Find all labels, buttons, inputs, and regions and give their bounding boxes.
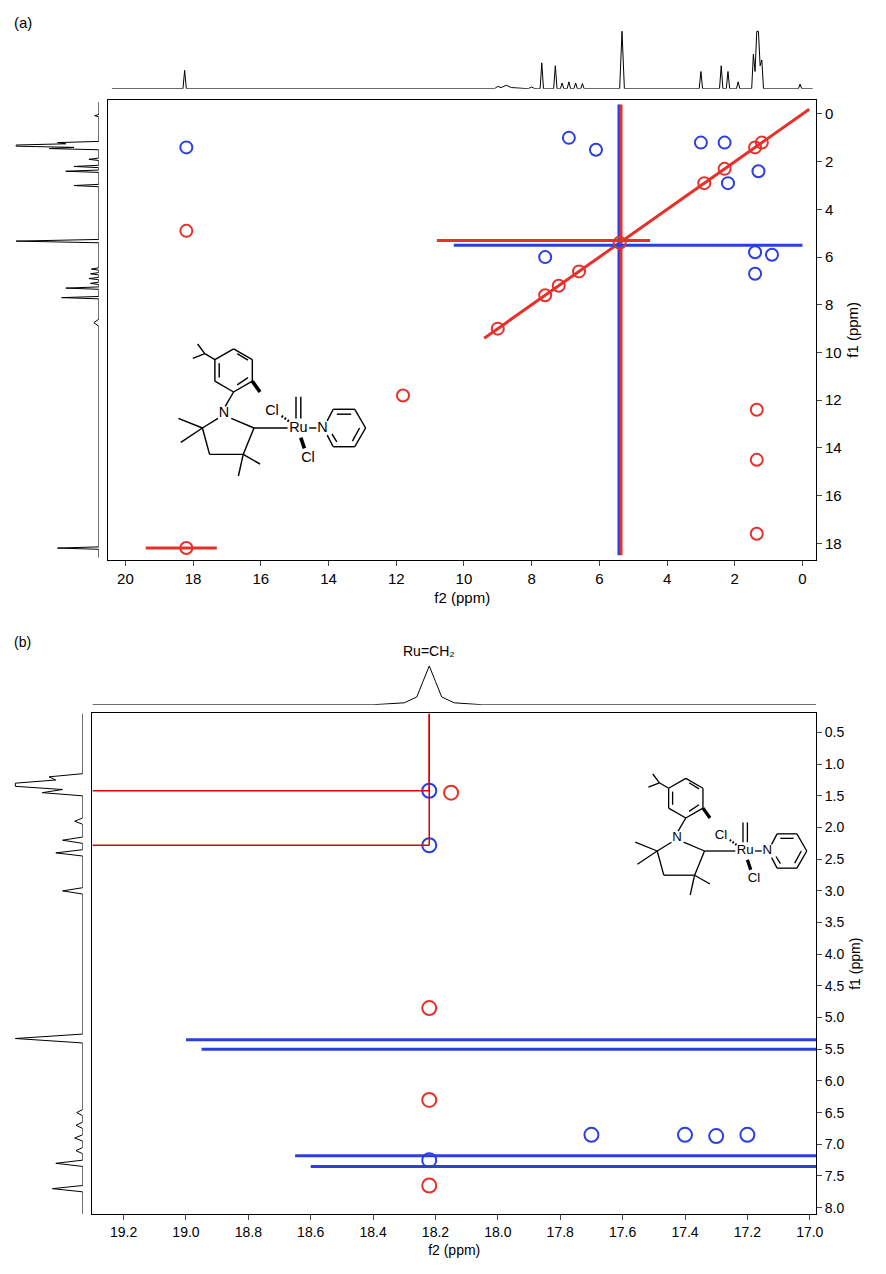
svg-text:2: 2: [731, 570, 739, 587]
svg-text:4.0: 4.0: [825, 946, 845, 962]
svg-text:8: 8: [527, 570, 535, 587]
svg-text:18.6: 18.6: [297, 1224, 324, 1240]
svg-text:Ru: Ru: [289, 419, 307, 435]
svg-text:8: 8: [825, 296, 833, 313]
svg-text:3.5: 3.5: [825, 914, 845, 930]
svg-text:1.0: 1.0: [825, 756, 845, 772]
svg-text:0.5: 0.5: [825, 724, 845, 740]
svg-text:Cl: Cl: [301, 449, 315, 465]
svg-text:7.0: 7.0: [825, 1136, 845, 1152]
svg-text:Ru: Ru: [737, 842, 754, 857]
svg-text:18: 18: [185, 570, 202, 587]
svg-text:14: 14: [825, 439, 842, 456]
svg-text:N: N: [762, 842, 772, 857]
svg-text:17.0: 17.0: [796, 1224, 823, 1240]
svg-text:10: 10: [825, 344, 842, 361]
svg-text:10: 10: [456, 570, 473, 587]
svg-text:2: 2: [825, 153, 833, 170]
svg-text:Ru=CH₂: Ru=CH₂: [403, 643, 455, 659]
svg-text:N: N: [672, 829, 682, 844]
svg-text:(b): (b): [14, 634, 31, 650]
svg-text:2.0: 2.0: [825, 819, 845, 835]
svg-text:18.8: 18.8: [235, 1224, 262, 1240]
svg-text:f1 (ppm): f1 (ppm): [844, 302, 861, 358]
svg-text:12: 12: [825, 391, 842, 408]
svg-text:Cl: Cl: [748, 870, 761, 885]
svg-text:f2 (ppm): f2 (ppm): [428, 1242, 480, 1258]
svg-text:0: 0: [825, 105, 833, 122]
svg-text:18.0: 18.0: [484, 1224, 511, 1240]
svg-text:N: N: [317, 419, 327, 435]
svg-text:7.5: 7.5: [825, 1168, 845, 1184]
svg-text:6: 6: [595, 570, 603, 587]
svg-text:20: 20: [117, 570, 134, 587]
svg-text:5.5: 5.5: [825, 1041, 845, 1057]
svg-text:14: 14: [320, 570, 337, 587]
svg-text:16: 16: [825, 487, 842, 504]
svg-text:19.2: 19.2: [110, 1224, 137, 1240]
svg-text:17.8: 17.8: [547, 1224, 574, 1240]
svg-text:18.4: 18.4: [359, 1224, 386, 1240]
svg-text:5.0: 5.0: [825, 1009, 845, 1025]
svg-text:12: 12: [388, 570, 405, 587]
svg-text:f2 (ppm): f2 (ppm): [434, 589, 490, 606]
svg-text:f1 (ppm): f1 (ppm): [847, 938, 863, 990]
svg-text:18.2: 18.2: [422, 1224, 449, 1240]
svg-text:17.2: 17.2: [734, 1224, 761, 1240]
svg-text:2.5: 2.5: [825, 851, 845, 867]
svg-text:18: 18: [825, 535, 842, 552]
svg-text:16: 16: [252, 570, 269, 587]
svg-text:6.5: 6.5: [825, 1105, 845, 1121]
svg-text:6.0: 6.0: [825, 1073, 845, 1089]
svg-text:4.5: 4.5: [825, 978, 845, 994]
svg-text:Cl: Cl: [715, 827, 728, 842]
svg-text:8.0: 8.0: [825, 1200, 845, 1216]
svg-text:4: 4: [825, 201, 833, 218]
svg-text:17.6: 17.6: [609, 1224, 636, 1240]
svg-text:1.5: 1.5: [825, 788, 845, 804]
svg-text:Cl: Cl: [265, 402, 279, 418]
svg-text:3.0: 3.0: [825, 883, 845, 899]
svg-text:N: N: [219, 404, 229, 420]
svg-text:17.4: 17.4: [671, 1224, 698, 1240]
svg-text:(a): (a): [14, 14, 32, 31]
svg-text:0: 0: [798, 570, 806, 587]
svg-text:4: 4: [663, 570, 671, 587]
svg-text:19.0: 19.0: [172, 1224, 199, 1240]
svg-text:6: 6: [825, 248, 833, 265]
